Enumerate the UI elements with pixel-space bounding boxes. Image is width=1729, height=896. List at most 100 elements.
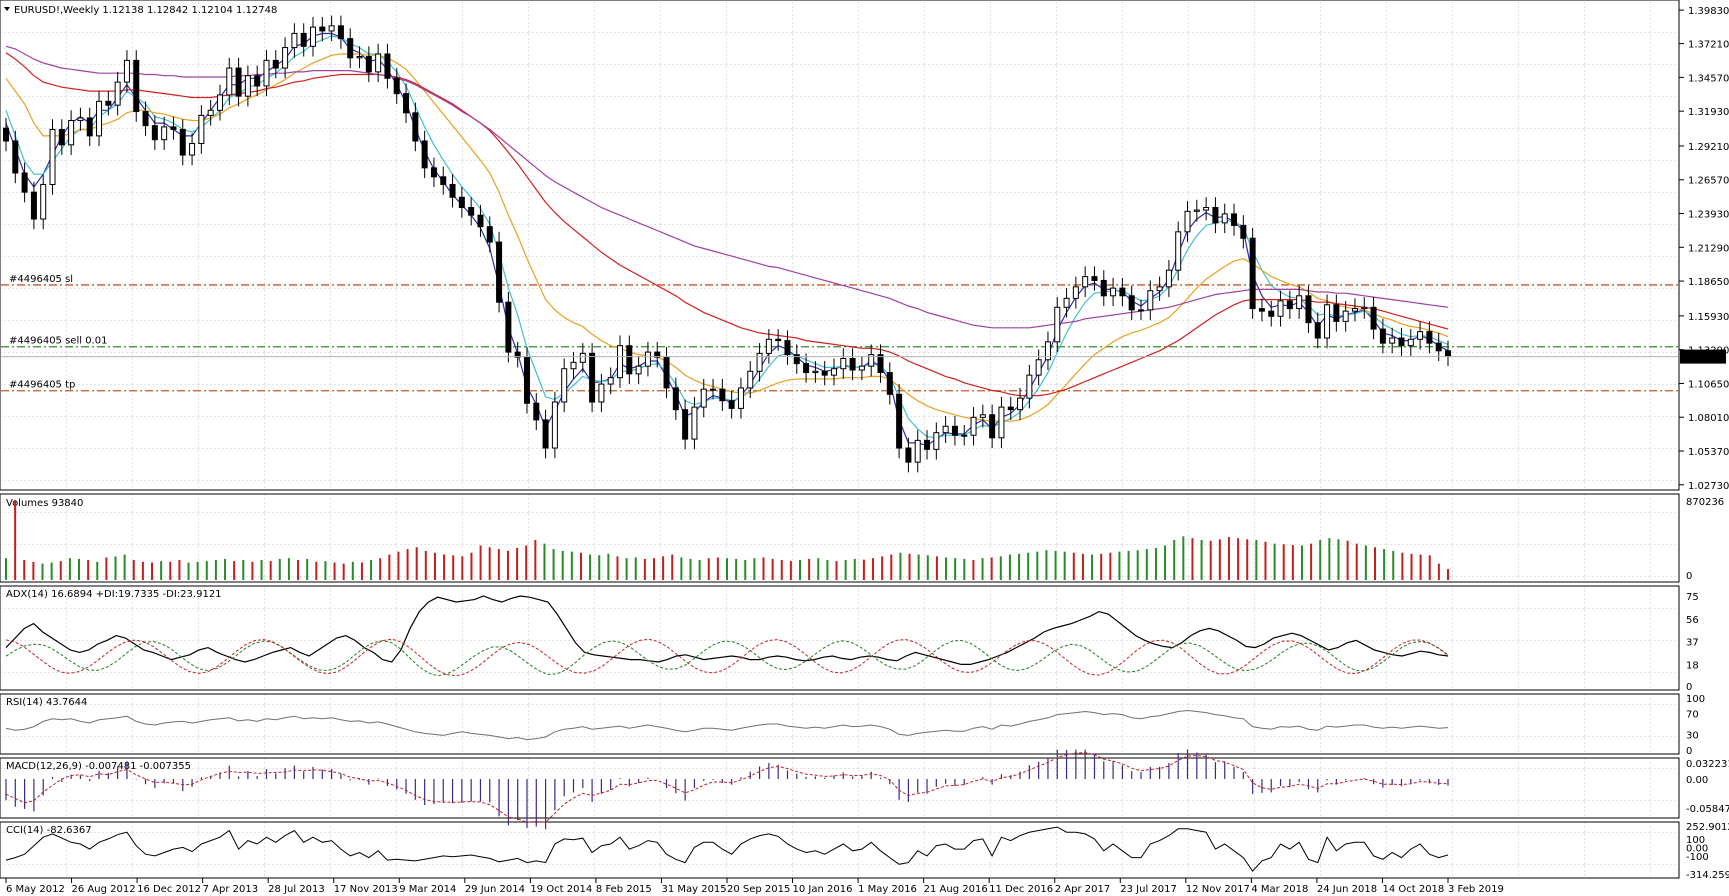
candle-body <box>440 176 447 185</box>
candle-body <box>719 388 726 402</box>
candle-body <box>1063 297 1070 308</box>
macd-grid <box>1 759 1678 817</box>
candle-body <box>1333 304 1340 322</box>
rsi-tick-label: 0 <box>1686 746 1692 757</box>
candle-body <box>803 363 810 374</box>
price-tick-label: 1.26570 <box>1688 176 1729 187</box>
candle-body <box>728 400 735 409</box>
adx-grid <box>1 587 1678 689</box>
current-price-box <box>1680 349 1726 364</box>
candle-body <box>1379 328 1386 344</box>
candle-body <box>1407 338 1414 347</box>
time-tick-label: 12 Nov 2017 <box>1186 884 1250 895</box>
candle-body <box>12 140 19 174</box>
macd-signal-line <box>5 752 1449 823</box>
candle-body <box>1193 209 1200 212</box>
candle-body <box>1203 207 1210 211</box>
candle-body <box>1296 295 1303 310</box>
candle-body <box>1361 306 1368 310</box>
cci-tick-label: -100 <box>1686 852 1709 863</box>
candle-body <box>756 352 763 372</box>
time-tick-label: 3 Feb 2019 <box>1448 884 1504 895</box>
candle-body <box>49 128 56 185</box>
candle-body <box>282 47 289 69</box>
candle-body <box>542 419 549 449</box>
candle-body <box>868 354 875 367</box>
candle-body <box>142 111 149 127</box>
candle-body <box>617 345 624 379</box>
cci-line <box>5 826 1449 872</box>
macd-tick-label: 0.00 <box>1686 775 1708 786</box>
candle-body <box>179 128 186 156</box>
candle-body <box>626 345 633 375</box>
candle-body <box>161 126 168 141</box>
candle-body <box>830 368 837 376</box>
candle-body <box>970 416 977 436</box>
macd-axis: 0.032231 0.00 -0.058477 <box>1686 759 1729 815</box>
cci-tick-label: -314.2593 <box>1686 870 1729 881</box>
candle-body <box>840 357 847 370</box>
candle-body <box>458 196 465 209</box>
candle-body <box>1305 295 1312 324</box>
cci-label: CCI(14) -82.6367 <box>6 825 92 836</box>
candle-body <box>561 368 568 403</box>
time-tick-label: 14 Oct 2018 <box>1382 884 1444 895</box>
candle-body <box>300 33 307 47</box>
time-tick-label: 6 May 2012 <box>6 884 65 895</box>
candle-body <box>1100 279 1107 297</box>
candle-body <box>347 38 354 59</box>
symbol-dropdown-icon[interactable] <box>4 7 10 11</box>
candle-body <box>579 352 586 363</box>
candle-body <box>77 117 84 122</box>
cci-tick-label: 0.00 <box>1686 843 1708 854</box>
candle-body <box>310 26 317 47</box>
candle-body <box>1324 304 1331 339</box>
candle-body <box>979 414 986 418</box>
candle-body <box>1221 213 1228 224</box>
candle-body <box>858 365 865 371</box>
candle-body <box>523 356 530 404</box>
price-tick-label: 1.37210 <box>1688 40 1729 51</box>
order-line-label: #4496405 sell 0.01 <box>9 336 107 347</box>
candle-body <box>849 357 856 371</box>
candle-body <box>747 370 754 389</box>
rsi-tick-label: 100 <box>1686 694 1705 705</box>
adx-tick-label: 56 <box>1686 615 1699 626</box>
candle-body <box>793 354 800 365</box>
candle-body <box>1426 331 1433 344</box>
adx-label: ADX(14) 16.6894 +DI:19.7335 -DI:23.9121 <box>6 589 222 600</box>
candle-body <box>961 434 968 437</box>
candle-body <box>1137 309 1144 312</box>
volume-max-label: 870236 <box>1686 497 1724 508</box>
candle-body <box>263 59 270 87</box>
time-tick-label: 8 Feb 2015 <box>596 884 652 895</box>
price-tick-label: 1.15930 <box>1688 312 1729 323</box>
candle-body <box>486 226 493 243</box>
candle-body <box>1026 374 1033 399</box>
candle-body <box>1240 224 1247 239</box>
rsi-tick-label: 30 <box>1686 730 1699 741</box>
candle-body <box>998 406 1005 439</box>
candle-body <box>449 183 456 198</box>
candle-body <box>235 67 242 97</box>
rsi-line <box>5 709 1449 741</box>
candle-body <box>170 126 177 130</box>
time-tick-label: 17 Nov 2013 <box>334 884 398 895</box>
candle-body <box>710 388 717 391</box>
price-tick-label: 1.08010 <box>1688 413 1729 424</box>
candle-body <box>384 53 391 79</box>
price-tick-label: 1.10650 <box>1688 379 1729 390</box>
candle-body <box>96 100 103 137</box>
candle-body <box>58 128 65 146</box>
candle-body <box>21 172 28 193</box>
candle-body <box>375 53 382 73</box>
current-price-label: 1.12748 <box>1684 353 1725 364</box>
time-tick-label: 29 Jun 2014 <box>465 884 525 895</box>
rsi-axis: 100 70 30 0 <box>1686 694 1705 757</box>
candle-body <box>784 340 791 356</box>
candle-body <box>1398 337 1405 347</box>
candle-body <box>1128 295 1135 311</box>
